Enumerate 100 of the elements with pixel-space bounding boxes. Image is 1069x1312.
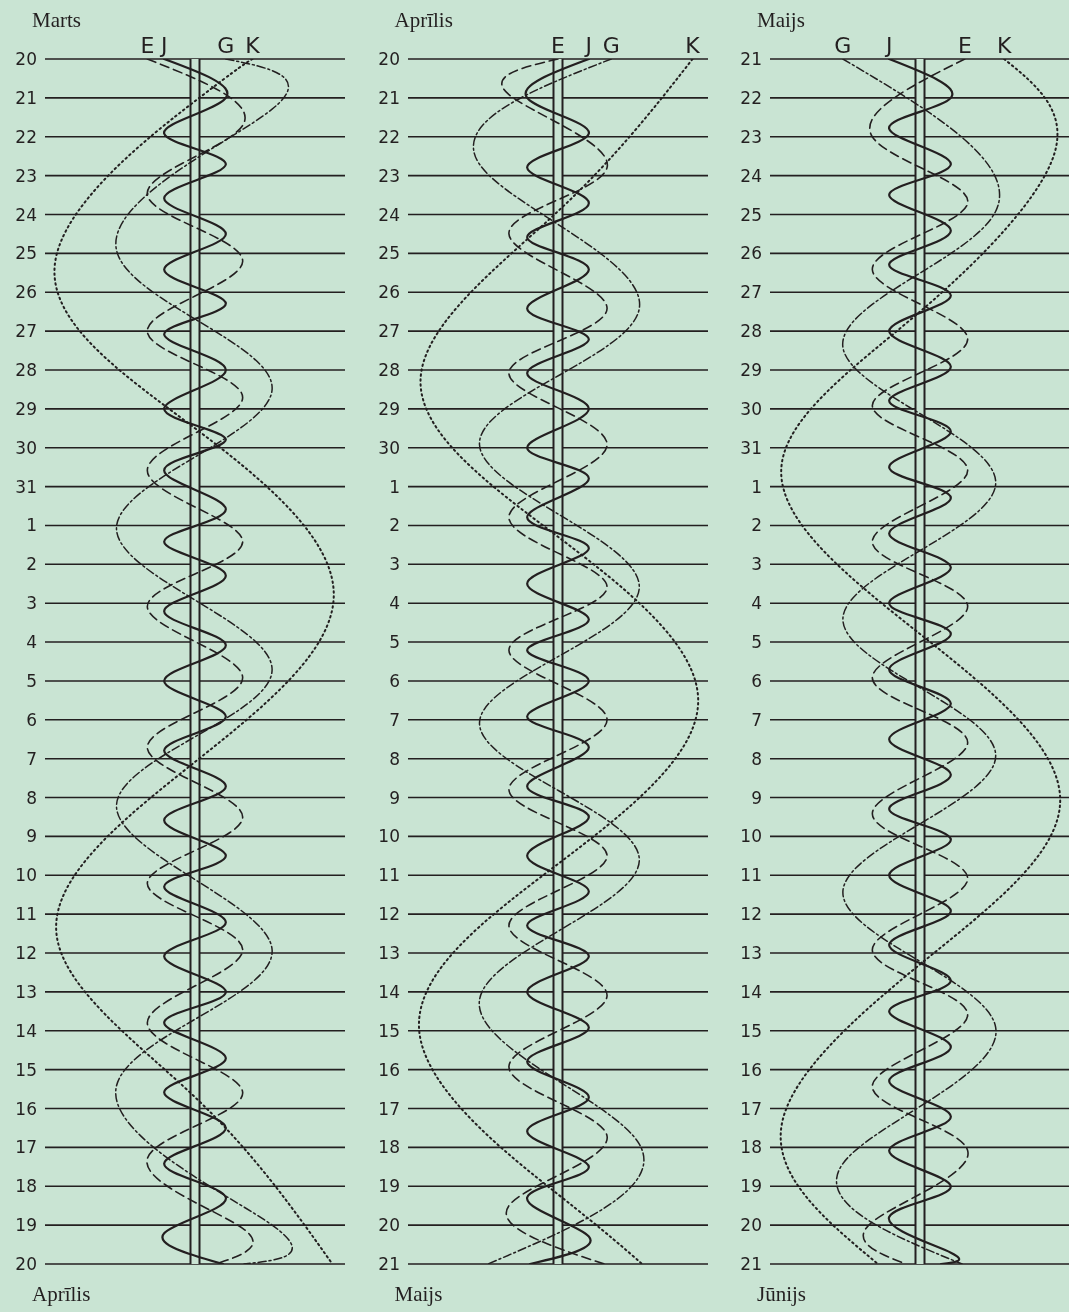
series-label: E (550, 33, 565, 58)
y-tick-label: 11 (740, 865, 762, 886)
y-tick-label: 6 (751, 670, 762, 691)
y-tick-label: 24 (377, 204, 400, 225)
y-tick-label: 23 (15, 165, 37, 186)
y-tick-label: 29 (740, 360, 762, 380)
y-tick-label: 4 (388, 593, 400, 614)
y-tick-label: 23 (740, 126, 762, 147)
y-tick-label: 10 (377, 826, 400, 847)
y-tick-label: 27 (740, 282, 762, 303)
series-label: K (684, 33, 700, 58)
y-tick-label: 26 (377, 282, 400, 303)
y-tick-label: 14 (377, 981, 400, 1002)
y-tick-label: 11 (377, 865, 400, 886)
y-tick-label: 3 (388, 554, 400, 575)
y-tick-label: 6 (388, 670, 400, 691)
y-tick-label: 27 (15, 321, 37, 342)
y-tick-label: 17 (377, 1098, 400, 1119)
y-tick-label: 9 (26, 826, 37, 847)
y-tick-label: 25 (15, 243, 37, 264)
y-tick-label: 6 (26, 709, 37, 730)
y-tick-label: 16 (15, 1098, 37, 1119)
y-tick-label: 10 (15, 865, 37, 886)
y-tick-label: 12 (377, 904, 400, 925)
series-label: G (834, 33, 852, 58)
y-tick-label: 30 (377, 437, 400, 458)
y-tick-label: 31 (15, 476, 37, 497)
y-tick-label: 21 (740, 49, 762, 70)
y-tick-label: 20 (740, 1215, 762, 1236)
y-tick-label: 1 (751, 476, 762, 497)
y-tick-label: 13 (15, 981, 37, 1002)
text: Aprīlis (32, 1282, 91, 1307)
y-tick-label: 18 (15, 1176, 37, 1197)
y-tick-label: 13 (740, 943, 762, 964)
y-tick-label: 18 (740, 1137, 762, 1158)
chart-title: Marts (32, 8, 81, 33)
y-tick-label: 22 (15, 126, 37, 147)
y-tick-label: 27 (377, 321, 400, 342)
y-tick-label: 25 (740, 204, 762, 225)
series-label: E (957, 33, 972, 58)
y-tick-label: 29 (15, 398, 37, 419)
y-tick-label: 20 (377, 1215, 400, 1236)
y-tick-label: 13 (377, 943, 400, 964)
y-tick-label: 5 (751, 632, 762, 653)
y-tick-label: 21 (15, 87, 37, 108)
y-tick-label: 1 (26, 515, 37, 536)
y-tick-label: 16 (740, 1059, 762, 1080)
y-tick-label: 8 (26, 787, 37, 808)
series-label: E (140, 33, 155, 58)
y-tick-label: 30 (740, 398, 762, 419)
y-tick-label: 24 (740, 165, 762, 186)
y-tick-label: 26 (740, 243, 762, 264)
y-tick-label: 22 (740, 87, 762, 108)
series-label: J (583, 33, 592, 58)
text: Jūnijs (757, 1282, 807, 1307)
y-tick-label: 9 (388, 787, 400, 808)
series-label: J (883, 33, 893, 58)
y-tick-label: 23 (377, 165, 400, 186)
y-tick-label: 5 (388, 632, 400, 653)
y-tick-label: 31 (740, 437, 762, 458)
series-label: G (217, 33, 235, 58)
y-tick-label: 12 (740, 904, 762, 925)
y-tick-label: 21 (377, 1254, 400, 1275)
series-label: G (602, 33, 620, 58)
y-tick-label: 8 (751, 748, 762, 769)
y-tick-label: 21 (740, 1254, 762, 1275)
y-tick-label: 21 (377, 87, 400, 108)
y-tick-label: 3 (26, 593, 37, 614)
y-tick-label: 19 (740, 1176, 762, 1197)
y-tick-label: 9 (751, 787, 762, 808)
y-tick-label: 17 (740, 1098, 762, 1119)
y-tick-label: 19 (15, 1215, 37, 1236)
y-tick-label: 12 (15, 943, 37, 964)
y-tick-label: 26 (15, 282, 37, 303)
y-tick-label: 29 (377, 398, 400, 419)
y-tick-label: 15 (15, 1059, 37, 1080)
y-tick-label: 5 (26, 670, 37, 691)
y-tick-label: 28 (15, 360, 37, 380)
y-tick-label: 2 (388, 515, 400, 536)
y-tick-label: 10 (740, 826, 762, 847)
y-tick-label: 14 (15, 1020, 37, 1041)
series-label: K (245, 33, 261, 58)
y-tick-label: 4 (26, 632, 37, 653)
y-tick-label: 15 (377, 1020, 400, 1041)
y-tick-label: 16 (377, 1059, 400, 1080)
y-tick-label: 1 (388, 476, 400, 497)
y-tick-label: 8 (388, 748, 400, 769)
chart-title: Maijs (757, 8, 805, 33)
y-tick-label: 7 (388, 709, 400, 730)
series-label: K (996, 33, 1012, 58)
y-tick-label: 17 (15, 1137, 37, 1158)
y-tick-label: 19 (377, 1176, 400, 1197)
y-tick-label: 28 (740, 321, 762, 342)
y-tick-label: 7 (751, 709, 762, 730)
chart-title: Aprīlis (394, 8, 453, 33)
y-tick-label: 14 (740, 981, 762, 1002)
y-tick-label: 7 (26, 748, 37, 769)
y-tick-label: 3 (751, 554, 762, 575)
y-tick-label: 22 (377, 126, 400, 147)
y-tick-label: 18 (377, 1137, 400, 1158)
